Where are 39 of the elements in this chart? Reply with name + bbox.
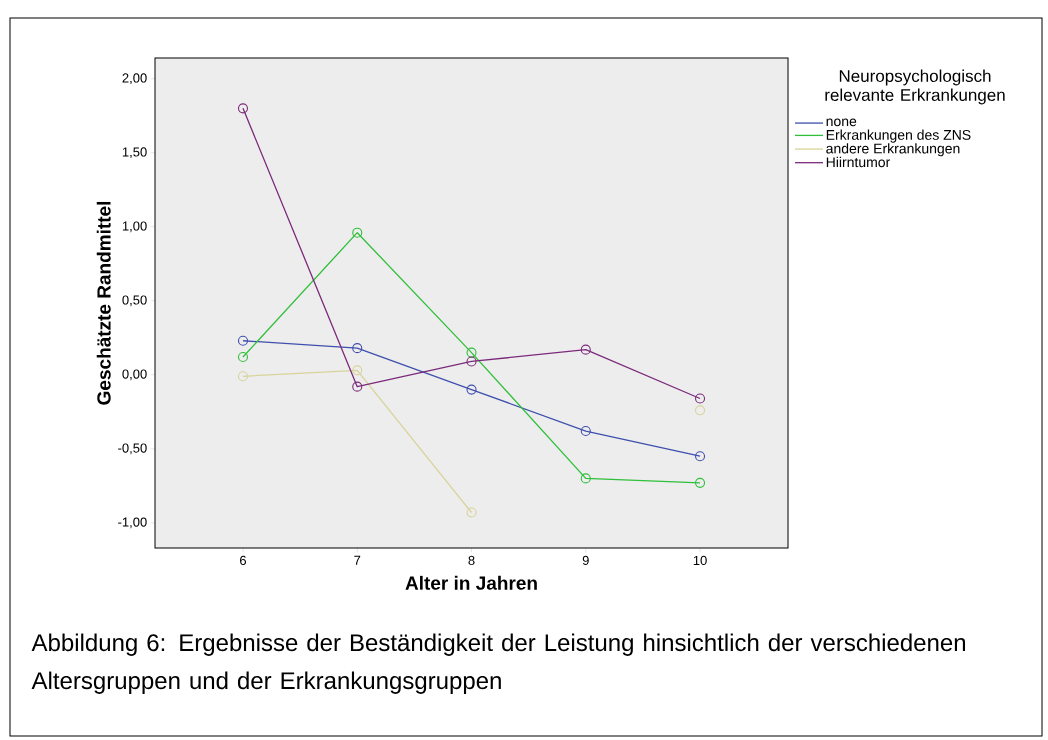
legend-label: none [826,118,857,127]
y-tick-label: 2,00 [122,73,147,85]
x-tick-label: 7 [354,555,361,565]
point [694,477,706,488]
text: Abbildung 6: Ergebnisse der Beständigkeit der Leistung hinsichtlich der verschiedenen Altersgruppen und der Erkrankungsgruppen [31,633,966,694]
point [352,227,363,238]
point [580,426,591,437]
y-tick-label: -0,50 [118,443,147,455]
point [352,381,363,392]
x-tick-label: 9 [582,555,589,565]
legend-label: Erkrankungen des ZNS [826,129,971,143]
y-tick-label: 0,50 [122,295,147,307]
point [466,347,477,358]
point [237,335,249,346]
point [694,393,706,404]
point [466,384,477,395]
y-axis-title: Geschätzte Randmittel [96,201,111,405]
x-axis-title: Alter in Jahren [405,575,537,590]
point [694,405,706,416]
x-tick-label: 6 [240,555,247,565]
point [466,507,477,518]
point [580,473,591,484]
y-tick-label: 0,00 [122,369,147,381]
y-tick-label: 1,00 [122,221,147,233]
x-tick-label: 8 [468,555,475,565]
legend-label: Hiirntumor [826,156,891,168]
y-tick-label: 1,50 [122,147,147,159]
point [352,343,363,354]
point [237,371,249,382]
point [352,365,363,376]
legend-title: Neuropsychologisch relevante Erkrankungen [825,69,1005,105]
legend-label: andere Erkrankungen [826,143,960,157]
point [237,351,249,363]
point [580,344,591,355]
point [694,451,706,462]
y-tick-label: -1,00 [118,517,147,529]
x-tick-label: 10 [693,555,707,565]
point [237,103,249,114]
point [466,356,477,367]
